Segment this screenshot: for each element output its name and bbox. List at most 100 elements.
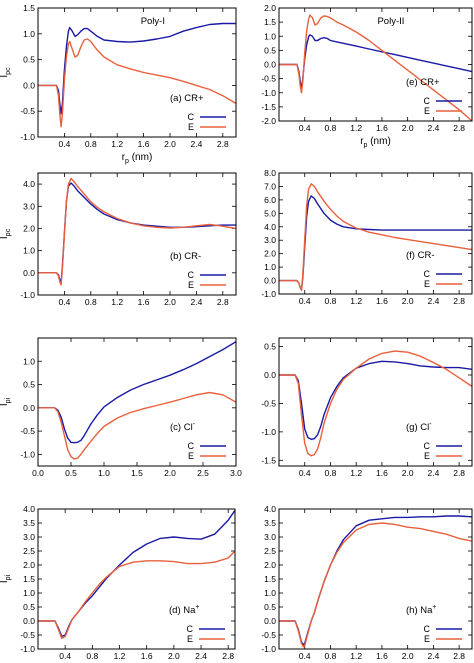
legend-label-E: E bbox=[424, 279, 430, 289]
legend-label-E: E bbox=[424, 451, 430, 461]
x-tick-label: 2.8 bbox=[453, 123, 465, 133]
y-tick-label: 4.0 bbox=[264, 222, 276, 232]
plot-frame bbox=[278, 172, 473, 295]
panel-c: 0.0 0.5 1.0 1.5 2.0 2.5 3.0 -1.0 -0.5 0.0 0.5 1.0 (c… bbox=[0, 337, 242, 478]
x-tick-label: 1.2 bbox=[350, 651, 362, 661]
y-tick-label: 0.5 bbox=[23, 602, 35, 612]
panel-annotation: (g) Cl- bbox=[406, 421, 432, 433]
y-tick-label: 2.0 bbox=[264, 249, 276, 259]
y-tick-label: 1.0 bbox=[264, 588, 276, 598]
x-tick-label: 2.0 bbox=[164, 297, 176, 307]
x-tick-label: 2.0 bbox=[402, 296, 414, 306]
y-tick-label: 0.0 bbox=[264, 616, 276, 626]
y-tick-label: 2.0 bbox=[264, 3, 276, 13]
plot-frame bbox=[37, 7, 237, 138]
panel-f: 0.4 0.8 1.2 1.6 2.0 2.4 2.8 -1.0 0.0 1.0 2.0 3.0 4.0… bbox=[261, 168, 473, 306]
x-tick-label: 0.8 bbox=[86, 651, 98, 661]
y-tick-label: 4.0 bbox=[264, 504, 276, 514]
y-tick-label: 0.0 bbox=[23, 403, 35, 413]
x-tick-label: 0.4 bbox=[299, 296, 311, 306]
x-tick-label: 1.0 bbox=[98, 468, 110, 478]
plot-frame bbox=[37, 172, 237, 296]
x-tick-label: 2.4 bbox=[195, 651, 207, 661]
annotation-superscript: + bbox=[195, 604, 199, 611]
panel-annotation: (c) Cl- bbox=[170, 421, 196, 433]
y-tick-label: -1.0 bbox=[261, 427, 276, 437]
series-line-E bbox=[38, 177, 236, 286]
y-tick-label: -0.5 bbox=[261, 398, 276, 408]
x-tick-label: 2.4 bbox=[190, 139, 202, 149]
annotation-text: (b) CR- bbox=[170, 251, 201, 262]
annotation-text: (e) CR+ bbox=[406, 77, 440, 88]
y-axis-label: Ipi bbox=[0, 397, 12, 406]
legend-label-E: E bbox=[424, 634, 430, 644]
legend-label-C: C bbox=[424, 441, 431, 451]
series-line-C bbox=[38, 182, 236, 284]
x-tick-label: 1.6 bbox=[376, 651, 388, 661]
x-axis-label: rp (nm) bbox=[360, 136, 391, 149]
y-tick-label: -0.5 bbox=[261, 74, 276, 84]
series-line-C bbox=[279, 34, 472, 90]
series-line-E bbox=[279, 522, 472, 648]
x-tick-label: 2.8 bbox=[222, 651, 234, 661]
y-tick-label: 1.0 bbox=[23, 588, 35, 598]
y-tick-label: 2.0 bbox=[264, 560, 276, 570]
panel-d: 0.4 0.8 1.2 1.6 2.0 2.4 2.8 -1.0 -0.5 0.0 0.5 1.0 1.… bbox=[0, 504, 236, 661]
y-tick-label: 6.0 bbox=[264, 195, 276, 205]
plot-frame bbox=[278, 337, 473, 467]
y-axis-label: Ipc bbox=[0, 228, 12, 239]
annotation-text: (c) Cl bbox=[170, 422, 193, 433]
x-tick-label: 2.4 bbox=[427, 468, 439, 478]
y-tick-label: 0.0 bbox=[264, 276, 276, 286]
y-tick-label: -1.0 bbox=[20, 132, 35, 142]
x-tick-label: 2.4 bbox=[427, 296, 439, 306]
series-line-C bbox=[38, 510, 235, 638]
legend-label-C: C bbox=[424, 96, 431, 106]
x-tick-label: 2.0 bbox=[168, 651, 180, 661]
y-tick-label: 0.0 bbox=[264, 370, 276, 380]
legend-label-E: E bbox=[188, 451, 194, 461]
x-tick-label: 2.8 bbox=[453, 296, 465, 306]
y-tick-label: -1.5 bbox=[261, 102, 276, 112]
annotation-text: (f) CR- bbox=[406, 250, 435, 261]
x-tick-label: 1.5 bbox=[131, 468, 143, 478]
series-line-E bbox=[38, 391, 236, 460]
annotation-text: (d) Na bbox=[169, 605, 196, 616]
panel-annotation: (a) CR+ bbox=[170, 93, 204, 104]
plot-frame bbox=[37, 337, 237, 467]
y-tick-label: 3.0 bbox=[23, 201, 35, 211]
y-tick-label: 1.0 bbox=[264, 262, 276, 272]
y-tick-label: 4.0 bbox=[23, 179, 35, 189]
legend-label-C: C bbox=[424, 269, 431, 279]
series-line-C bbox=[279, 515, 472, 646]
y-tick-label: 3.0 bbox=[264, 532, 276, 542]
y-tick-label: -0.5 bbox=[261, 630, 276, 640]
y-tick-label: 3.5 bbox=[264, 518, 276, 528]
series-line-E bbox=[38, 550, 235, 640]
legend-label-E: E bbox=[187, 634, 193, 644]
x-tick-label: 0.4 bbox=[299, 651, 311, 661]
annotation-text: (a) CR+ bbox=[170, 93, 204, 104]
y-tick-label: 2.0 bbox=[23, 560, 35, 570]
y-tick-label: -1.0 bbox=[261, 289, 276, 299]
annotation-text: (g) Cl bbox=[406, 422, 429, 433]
x-tick-label: 2.0 bbox=[164, 468, 176, 478]
y-tick-label: -1.5 bbox=[261, 455, 276, 465]
annotation-text: (h) Na bbox=[406, 605, 433, 616]
x-tick-label: 0.8 bbox=[85, 139, 97, 149]
x-tick-label: 2.0 bbox=[402, 468, 414, 478]
y-tick-label: -0.5 bbox=[20, 106, 35, 116]
x-tick-label: 0.4 bbox=[299, 123, 311, 133]
x-tick-label: 1.2 bbox=[111, 139, 123, 149]
series-line-C bbox=[38, 341, 236, 444]
x-tick-label: 0.8 bbox=[325, 123, 337, 133]
x-tick-label: 2.8 bbox=[217, 139, 229, 149]
legend-label-E: E bbox=[188, 122, 194, 132]
y-tick-label: 7.0 bbox=[264, 181, 276, 191]
series-line-E bbox=[279, 14, 472, 121]
y-tick-label: -1.0 bbox=[20, 449, 35, 459]
y-tick-label: 0.0 bbox=[23, 80, 35, 90]
legend-label-E: E bbox=[424, 106, 430, 116]
panel-annotation: (e) CR+ bbox=[406, 77, 440, 88]
